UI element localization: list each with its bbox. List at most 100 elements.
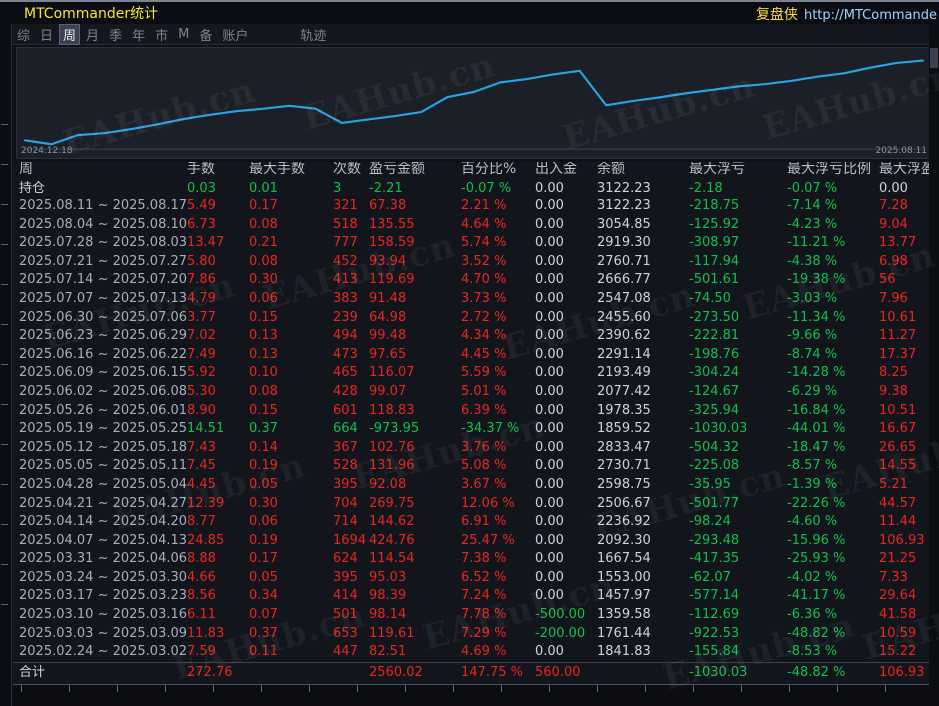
- row-lots: 12.39: [187, 495, 225, 511]
- ruler-tick: [645, 685, 646, 692]
- row-deposit: -500.00: [535, 607, 586, 623]
- row-max-float-loss-pct: -9.66 %: [787, 328, 838, 344]
- row-balance: 1761.44: [597, 625, 651, 641]
- row-deposit: 0.00: [535, 421, 564, 437]
- table-row[interactable]: 2025.03.03 ~ 2025.03.09 11.83 0.37 653 119.6…: [13, 626, 939, 645]
- table-row[interactable]: 2025.02.24 ~ 2025.03.02 7.59 0.11 447 82.51 4…: [13, 644, 939, 663]
- toolbar-item-1[interactable]: 日: [40, 28, 54, 44]
- toolbar-item-trace[interactable]: 轨迹: [300, 28, 327, 44]
- row-count: 653: [333, 625, 358, 641]
- table-row[interactable]: 2025.07.28 ~ 2025.08.03 13.47 0.21 777 158.5…: [13, 235, 939, 254]
- table-row[interactable]: 2025.03.31 ~ 2025.04.06 8.88 0.17 624 114.54…: [13, 551, 939, 570]
- toolbar-item-2[interactable]: 周: [59, 23, 81, 45]
- table-row[interactable]: 2025.07.14 ~ 2025.07.20 7.86 0.30 413 119.69…: [13, 272, 939, 291]
- column-header-9[interactable]: 最大浮亏比例: [787, 162, 871, 177]
- toolbar-item-7[interactable]: M: [178, 26, 190, 42]
- row-pnl: 119.69: [369, 272, 415, 288]
- table-row[interactable]: 2025.06.23 ~ 2025.06.29 7.02 0.13 494 99.48 4…: [13, 328, 939, 347]
- table-row[interactable]: 2025.08.11 ~ 2025.08.17 5.49 0.17 321 67.38 2…: [13, 198, 939, 217]
- row-deposit: -200.00: [535, 625, 586, 641]
- table-row[interactable]: 2025.06.09 ~ 2025.06.15 5.92 0.10 465 116.07…: [13, 365, 939, 384]
- table-row[interactable]: 2025.06.02 ~ 2025.06.08 5.30 0.08 428 99.07 5…: [13, 384, 939, 403]
- column-header-3[interactable]: 次数: [333, 162, 361, 177]
- row-max-lots: 0.08: [249, 253, 278, 269]
- row-balance: 2455.60: [597, 309, 651, 325]
- weekly-statistics-table[interactable]: 周手数最大手数次数盈亏金额百分比%出入金余额最大浮亏最大浮亏比例最大浮盈金额最大…: [13, 162, 939, 706]
- table-row[interactable]: 2025.08.04 ~ 2025.08.10 6.73 0.08 518 135.55…: [13, 217, 939, 236]
- period-toolbar[interactable]: 综日周月季年巿 M 备账户 轨迹: [12, 23, 939, 45]
- table-body[interactable]: 2025.08.11 ~ 2025.08.17 5.49 0.17 321 67.38 2…: [13, 198, 939, 706]
- row-pnl: 131.96: [369, 458, 415, 474]
- toolbar-item-3[interactable]: 月: [86, 28, 100, 44]
- table-row[interactable]: 2025.06.30 ~ 2025.07.06 3.77 0.15 239 64.98 2…: [13, 310, 939, 329]
- total-max-float-loss: -1030.03: [689, 665, 748, 680]
- vertical-scrollbar[interactable]: [929, 24, 939, 706]
- brand-url[interactable]: http://MTCommande: [803, 8, 937, 23]
- scrollbar-thumb[interactable]: [930, 48, 938, 68]
- row-balance: 1978.35: [597, 402, 651, 418]
- toolbar-item-5[interactable]: 年: [132, 28, 146, 44]
- row-count: 452: [333, 253, 358, 269]
- toolbar-item-9[interactable]: 账户: [222, 28, 249, 44]
- row-period: 2025.04.14 ~ 2025.04.20: [19, 514, 187, 530]
- row-max-lots: 0.15: [249, 309, 278, 325]
- table-row[interactable]: 2025.05.26 ~ 2025.06.01 8.90 0.15 601 118.83…: [13, 403, 939, 422]
- row-pnl: 114.54: [369, 551, 415, 567]
- row-lots: 6.11: [187, 607, 216, 623]
- row-max-float-loss-pct: -22.26 %: [787, 495, 846, 511]
- column-header-0[interactable]: 周: [19, 162, 33, 177]
- table-row[interactable]: 2025.04.07 ~ 2025.04.13 24.85 0.19 1694 424.…: [13, 533, 939, 552]
- row-max-lots: 0.11: [249, 644, 278, 660]
- ruler-tick: [453, 685, 454, 692]
- row-max-float-loss: -501.77: [689, 495, 740, 511]
- row-period: 2025.05.26 ~ 2025.06.01: [19, 402, 187, 418]
- row-max-float-loss-pct: -7.14 %: [787, 198, 838, 213]
- row-count: 528: [333, 458, 358, 474]
- column-header-1[interactable]: 手数: [187, 162, 215, 177]
- row-deposit: 0.00: [535, 383, 564, 399]
- column-header-10[interactable]: 最大浮盈金额: [879, 162, 939, 177]
- toolbar-item-4[interactable]: 季: [109, 28, 123, 44]
- row-pnl: 269.75: [369, 495, 415, 511]
- toolbar-item-0[interactable]: 综: [17, 28, 31, 44]
- toolbar-item-6[interactable]: 巿: [155, 28, 169, 44]
- table-row[interactable]: 2025.07.21 ~ 2025.07.27 5.80 0.08 452 93.94 3…: [13, 254, 939, 273]
- row-max-float-profit: 21.25: [879, 551, 917, 567]
- ruler-tick: [213, 685, 214, 692]
- equity-polyline: [23, 59, 925, 146]
- row-balance: 2193.49: [597, 365, 651, 381]
- table-row[interactable]: 2025.05.12 ~ 2025.05.18 7.43 0.14 367 102.76…: [13, 440, 939, 459]
- row-pct: -34.37 %: [461, 421, 520, 437]
- table-row[interactable]: 2025.04.21 ~ 2025.04.27 12.39 0.30 704 269.7…: [13, 496, 939, 515]
- table-row[interactable]: 2025.04.14 ~ 2025.04.20 8.77 0.06 714 144.62…: [13, 514, 939, 533]
- row-pct: 5.01 %: [461, 383, 507, 399]
- table-row[interactable]: 2025.07.07 ~ 2025.07.13 4.79 0.06 383 91.48 3…: [13, 291, 939, 310]
- ruler-tick: [789, 685, 790, 692]
- column-header-2[interactable]: 最大手数: [249, 162, 305, 177]
- table-row[interactable]: 2025.03.17 ~ 2025.03.23 8.56 0.34 414 98.39 7…: [13, 588, 939, 607]
- column-header-6[interactable]: 出入金: [535, 162, 577, 177]
- table-row[interactable]: 2025.05.05 ~ 2025.05.11 7.45 0.19 528 131.96…: [13, 458, 939, 477]
- table-row[interactable]: 2025.03.24 ~ 2025.03.30 4.66 0.05 395 95.03 6…: [13, 570, 939, 589]
- table-row[interactable]: 2025.03.10 ~ 2025.03.16 6.11 0.07 501 98.14 7…: [13, 607, 939, 626]
- column-header-5[interactable]: 百分比%: [461, 162, 517, 177]
- row-pnl: 144.62: [369, 514, 415, 530]
- brand-link[interactable]: 复盘侠 http://MTCommande: [756, 4, 939, 24]
- total-pct: 147.75 %: [461, 665, 523, 680]
- row-pnl: 82.51: [369, 644, 407, 660]
- row-period: 2025.04.28 ~ 2025.05.04: [19, 476, 187, 492]
- table-row[interactable]: 2025.06.16 ~ 2025.06.22 7.49 0.13 473 97.65 4…: [13, 347, 939, 366]
- table-row[interactable]: 2025.05.19 ~ 2025.05.25 14.51 0.37 664 -973.…: [13, 421, 939, 440]
- ruler-tick: [837, 685, 838, 692]
- column-header-8[interactable]: 最大浮亏: [689, 162, 745, 177]
- row-lots: 7.45: [187, 458, 216, 474]
- row-max-lots: 0.08: [249, 383, 278, 399]
- row-deposit: 0.00: [535, 216, 564, 232]
- column-header-4[interactable]: 盈亏金额: [369, 162, 425, 177]
- table-row[interactable]: 2025.04.28 ~ 2025.05.04 4.45 0.05 395 92.08 3…: [13, 477, 939, 496]
- row-balance: 2760.71: [597, 253, 651, 269]
- column-header-7[interactable]: 余额: [597, 162, 625, 177]
- row-lots: 8.56: [187, 588, 216, 604]
- toolbar-item-8[interactable]: 备: [199, 28, 213, 44]
- row-max-lots: 0.10: [249, 365, 278, 381]
